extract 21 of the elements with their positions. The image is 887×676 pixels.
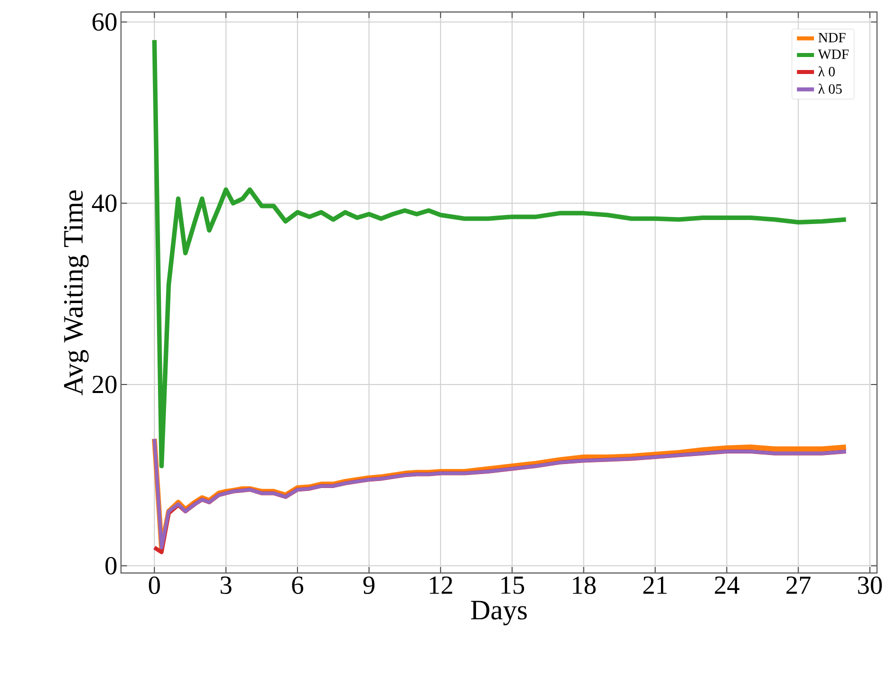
x-tick-label: 24	[714, 576, 740, 594]
x-axis-title: Days	[471, 600, 527, 626]
x-tick-label: 18	[572, 576, 596, 594]
y-tick-label: 0	[105, 556, 116, 575]
legend-label: λ 0	[818, 66, 835, 76]
x-tick-label: 15	[501, 576, 524, 594]
y-tick-label: 20	[92, 376, 116, 394]
x-tick-label: 0	[148, 576, 160, 594]
legend-label: λ 05	[818, 84, 842, 94]
x-tick-label: 3	[220, 576, 232, 594]
legend-label: WDF	[818, 50, 849, 60]
x-tick-label: 30	[858, 576, 882, 594]
y-tick-label: 40	[92, 194, 116, 212]
x-tick-label: 12	[430, 576, 452, 594]
x-tick-label: 6	[292, 576, 304, 594]
x-tick-label: 21	[643, 576, 667, 594]
x-tick-label: 27	[786, 576, 811, 594]
y-tick-label: 60	[92, 13, 116, 31]
y-axis-title: Avg Waiting Time	[64, 190, 89, 396]
legend-label: NDF	[818, 33, 846, 42]
x-tick-label: 9	[363, 576, 374, 594]
